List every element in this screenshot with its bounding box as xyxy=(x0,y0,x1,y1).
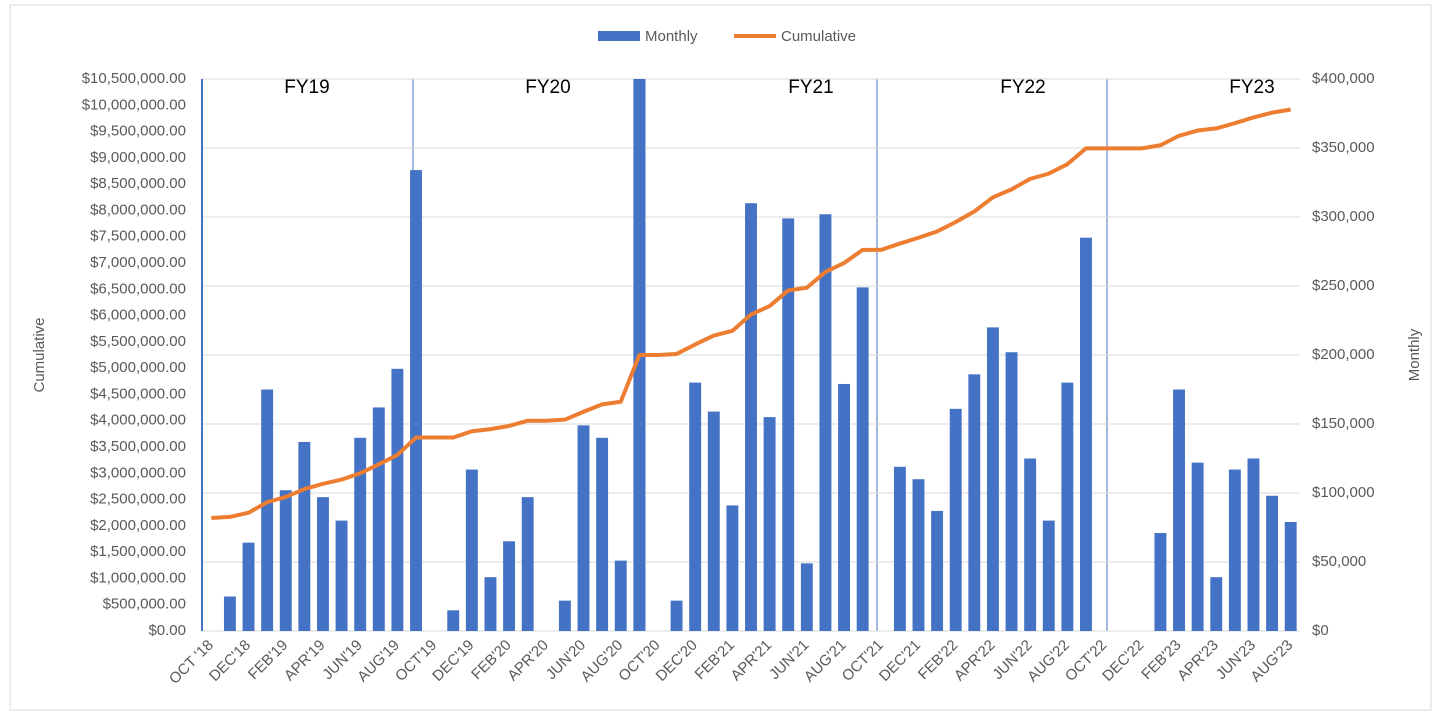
y-tick-label: $5,000,000.00 xyxy=(90,359,186,376)
bar xyxy=(465,469,478,631)
bar xyxy=(503,541,516,631)
bar xyxy=(856,287,869,631)
bar xyxy=(1266,495,1279,631)
y-axis-title: Cumulative xyxy=(31,317,48,392)
y2-tick-label: $300,000 xyxy=(1312,208,1375,225)
bar xyxy=(223,596,236,631)
y-tick-label: $2,500,000.00 xyxy=(90,491,186,508)
bar xyxy=(707,411,720,631)
legend-label: Cumulative xyxy=(781,28,856,45)
bar xyxy=(1284,521,1297,631)
y-tick-label: $7,500,000.00 xyxy=(90,228,186,245)
y2-tick-label: $250,000 xyxy=(1312,277,1375,294)
y-tick-label: $10,000,000.00 xyxy=(82,96,186,113)
bar xyxy=(298,441,311,631)
y-tick-label: $2,000,000.00 xyxy=(90,517,186,534)
bar xyxy=(558,600,571,631)
bar xyxy=(279,490,292,631)
bar xyxy=(447,610,460,631)
y-tick-label: $1,000,000.00 xyxy=(90,569,186,586)
bar xyxy=(689,382,702,631)
bar xyxy=(261,389,274,631)
bar xyxy=(1173,389,1185,631)
fy-label: FY23 xyxy=(1229,77,1274,98)
bar xyxy=(577,425,590,631)
bar xyxy=(1024,458,1037,631)
bar xyxy=(1210,577,1223,631)
y2-tick-label: $100,000 xyxy=(1312,484,1375,501)
bar xyxy=(968,374,981,631)
bar xyxy=(763,417,776,631)
bar xyxy=(1247,458,1260,631)
y-tick-label: $10,500,000.00 xyxy=(82,70,186,87)
bar xyxy=(391,368,404,631)
bar xyxy=(317,497,329,631)
y-tick-label: $4,000,000.00 xyxy=(90,412,186,429)
y-tick-label: $8,500,000.00 xyxy=(90,175,186,192)
y2-tick-label: $400,000 xyxy=(1312,70,1375,87)
y-tick-label: $9,500,000.00 xyxy=(90,123,186,140)
bar xyxy=(745,203,757,631)
y-tick-label: $3,500,000.00 xyxy=(90,438,186,455)
bar xyxy=(670,600,683,631)
bar xyxy=(1042,520,1055,631)
bar xyxy=(912,479,925,631)
y2-tick-label: $350,000 xyxy=(1312,139,1375,156)
line xyxy=(211,107,1292,520)
bar xyxy=(726,505,739,631)
y2-tick-label: $0 xyxy=(1312,622,1329,639)
y-tick-label: $0.00 xyxy=(148,622,186,639)
bar xyxy=(484,577,497,631)
bar xyxy=(596,437,609,631)
bar xyxy=(1154,533,1167,631)
fy-label: FY19 xyxy=(284,77,329,98)
y2-tick-label: $200,000 xyxy=(1312,346,1375,363)
bar xyxy=(800,563,813,631)
y-tick-label: $500,000.00 xyxy=(103,596,186,613)
bar xyxy=(1191,462,1204,631)
bar xyxy=(614,560,627,631)
bar xyxy=(1005,352,1018,631)
y2-tick-label: $150,000 xyxy=(1312,415,1375,432)
bar xyxy=(782,218,795,631)
legend-label: Monthly xyxy=(645,28,698,45)
bar xyxy=(949,408,962,631)
y-tick-label: $8,000,000.00 xyxy=(90,201,186,218)
y-tick-label: $7,000,000.00 xyxy=(90,254,186,271)
y-tick-label: $6,500,000.00 xyxy=(90,280,186,297)
y-tick-label: $9,000,000.00 xyxy=(90,149,186,166)
bar xyxy=(521,497,534,631)
fy-label: FY21 xyxy=(788,77,833,98)
y-tick-label: $4,500,000.00 xyxy=(90,385,186,402)
y-tick-label: $1,500,000.00 xyxy=(90,543,186,560)
y-tick-label: $6,000,000.00 xyxy=(90,307,186,324)
y-tick-label: $5,500,000.00 xyxy=(90,333,186,350)
y-tick-label: $3,000,000.00 xyxy=(90,464,186,481)
fy-label: FY20 xyxy=(525,77,570,98)
bar xyxy=(1080,237,1092,631)
y2-tick-label: $50,000 xyxy=(1312,553,1366,570)
y2-axis-title: Monthly xyxy=(1406,328,1423,381)
bar xyxy=(838,383,851,631)
bar xyxy=(335,520,348,631)
bar xyxy=(1061,382,1074,631)
bar xyxy=(1228,469,1241,631)
bar xyxy=(819,214,832,632)
bar xyxy=(372,407,385,631)
bar xyxy=(242,542,255,631)
legend-swatch xyxy=(598,31,640,41)
fy-label: FY22 xyxy=(1000,77,1045,98)
bar xyxy=(931,510,944,631)
bar xyxy=(410,170,422,631)
bar xyxy=(893,466,906,631)
bar xyxy=(354,437,367,631)
bar xyxy=(986,327,999,631)
